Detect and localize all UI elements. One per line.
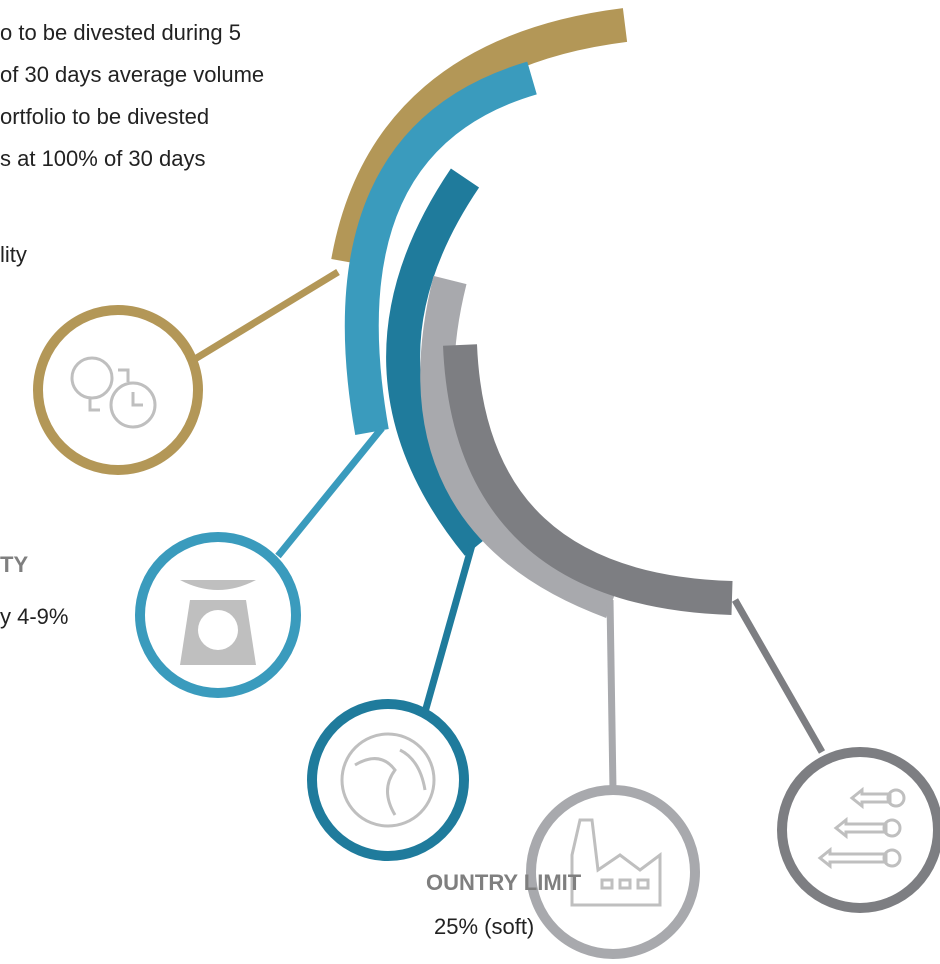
icon-circle (777, 747, 940, 913)
volatility-text: y 4-9% (0, 604, 68, 629)
connector (606, 599, 617, 791)
country-text: 25% (soft) (434, 914, 534, 939)
icon-factory (570, 818, 662, 907)
volatility-title: TY (0, 552, 28, 577)
liquidity-text: ortfolio to be divested (0, 104, 209, 129)
connector (731, 598, 826, 754)
icon-globe (340, 732, 436, 828)
arc-light-blue (344, 61, 537, 435)
icon-money-time (70, 356, 157, 429)
arc-dark-grey (443, 344, 733, 615)
arc-teal (386, 168, 492, 556)
connector (275, 425, 385, 559)
connector (188, 269, 340, 365)
icon-scale (180, 580, 256, 665)
arc-light-grey (420, 275, 618, 618)
liquidity-text: s at 100% of 30 days (0, 146, 205, 171)
icon-circle (526, 785, 700, 959)
liquidity-text: of 30 days average volume (0, 62, 264, 87)
liquidity-text: o to be divested during 5 (0, 20, 241, 45)
arc-gold (331, 8, 628, 266)
liquidity-text: lity (0, 242, 27, 267)
icon-ranking (817, 786, 906, 870)
country-title: OUNTRY LIMIT (426, 870, 582, 895)
connector (421, 544, 476, 713)
